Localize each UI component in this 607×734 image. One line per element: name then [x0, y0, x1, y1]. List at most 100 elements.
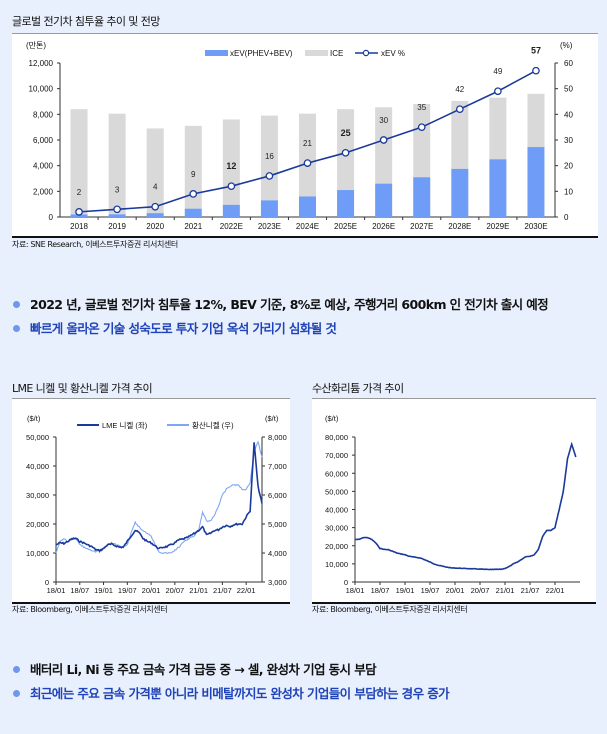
ice-bar — [299, 113, 316, 197]
xev-pct-point — [265, 172, 274, 180]
ice-bar — [451, 100, 469, 169]
xev-pct-data-label: 9 — [191, 170, 196, 179]
xev-pct-data-label: 12 — [226, 161, 236, 171]
series-line-0 — [355, 441, 577, 571]
bullet-item: 빠르게 올라온 기술 성숙도로 투자 기업 옥석 가리기 심화될 것 — [13, 318, 337, 337]
xev-pct-data-label: 57 — [531, 46, 541, 56]
bullet-item: 배터리 Li, Ni 등 주요 금속 가격 급등 중 → 셀, 완성차 기업 동… — [13, 659, 377, 678]
bullet-dot-icon — [13, 301, 20, 308]
ice-bar — [375, 107, 393, 184]
y-tick-label-left: 70,000 — [325, 451, 348, 460]
y-tick-label-left: 4,000 — [33, 162, 54, 171]
xev-pct-point — [227, 182, 236, 191]
x-tick-label: 19/07 — [118, 586, 137, 595]
bullet-text: 2022 년, 글로벌 전기차 침투율 12%, BEV 기준, 8%로 예상,… — [30, 297, 549, 312]
xev-pct-point — [455, 105, 464, 114]
legend-label-0: LME 니켈 (좌) — [102, 421, 148, 430]
xev-pct-data-label: 21 — [303, 139, 312, 148]
x-tick-label: 18/07 — [70, 586, 89, 595]
y-tick-label-right: 30 — [564, 136, 573, 145]
x-tick-label: 2023E — [258, 222, 281, 231]
x-tick-label: 19/07 — [421, 586, 440, 595]
y-tick-label-right: 0 — [564, 213, 569, 222]
x-tick-label: 21/01 — [189, 586, 208, 595]
y-axis-unit-left: ($/t) — [325, 414, 339, 423]
xev-bar — [184, 208, 202, 217]
x-tick-label: 2022E — [220, 222, 243, 231]
y-axis-unit-left: (만톤) — [26, 41, 46, 50]
xev-bar — [527, 147, 545, 217]
y-tick-label-left: 10,000 — [29, 85, 54, 94]
ice-bar — [222, 119, 240, 205]
xev-bar — [222, 204, 240, 217]
ice-bar — [108, 113, 126, 215]
y-tick-label-right: 8,000 — [268, 433, 287, 442]
y-tick-label-left: 0 — [45, 578, 49, 587]
bullet-item: 2022 년, 글로벌 전기차 침투율 12%, BEV 기준, 8%로 예상,… — [13, 294, 549, 313]
legend-label-xev: xEV(PHEV+BEV) — [230, 49, 293, 58]
x-tick-label: 18/01 — [47, 586, 66, 595]
y-tick-label-right: 4,000 — [268, 549, 287, 558]
y-tick-label-left: 0 — [344, 578, 348, 587]
legend-swatch-ice — [305, 50, 328, 56]
legend-label-ice: ICE — [330, 49, 343, 58]
nickel-chart-panel — [12, 399, 290, 602]
y-tick-label-right: 5,000 — [268, 520, 287, 529]
xev-bar — [70, 214, 88, 217]
xev-bar — [337, 190, 355, 217]
nickel-chart-bottom-rule — [12, 602, 290, 604]
x-tick-label: 20/01 — [446, 586, 465, 595]
xev-pct-data-label: 49 — [493, 67, 502, 76]
y-tick-label-right: 20 — [564, 162, 573, 171]
xev-pct-data-label: 4 — [153, 183, 158, 192]
ev-chart-bottom-rule — [12, 236, 598, 238]
xev-pct-data-label: 35 — [417, 103, 426, 112]
legend-marker — [362, 49, 370, 57]
y-tick-label-left: 10,000 — [26, 549, 49, 558]
xev-pct-data-label: 3 — [115, 185, 120, 194]
xev-pct-data-label: 42 — [455, 85, 464, 94]
xev-pct-point — [75, 208, 83, 216]
x-tick-label: 22/01 — [237, 586, 256, 595]
y-tick-label-left: 12,000 — [29, 59, 54, 68]
x-tick-label: 21/07 — [521, 586, 540, 595]
x-tick-label: 2029E — [486, 222, 509, 231]
x-tick-label: 20/07 — [471, 586, 490, 595]
y-tick-label-right: 10 — [564, 187, 573, 196]
xev-pct-point — [532, 66, 540, 75]
legend-swatch-xev — [205, 50, 228, 56]
xev-bar — [108, 214, 126, 217]
y-tick-label-left: 8,000 — [33, 110, 54, 119]
x-tick-label: 2019 — [108, 222, 126, 231]
ice-bar — [70, 109, 88, 215]
ev-chart-source: 자료: SNE Research, 이베스트투자증권 리서치센터 — [12, 240, 178, 249]
xev-pct-point — [303, 159, 312, 167]
y-tick-label-left: 2,000 — [33, 187, 54, 196]
xev-pct-data-label: 30 — [379, 116, 388, 125]
series-line-1 — [55, 440, 263, 555]
x-tick-label: 2030E — [524, 222, 547, 231]
x-tick-label: 2026E — [372, 222, 395, 231]
ev-chart-title: 글로벌 전기차 침투율 추이 및 전망 — [12, 15, 160, 28]
title-rule — [312, 398, 596, 399]
y-tick-label-left: 10,000 — [325, 560, 348, 569]
y-tick-label-left: 30,000 — [325, 524, 348, 533]
y-tick-label-left: 30,000 — [26, 491, 49, 500]
y-axis-unit-right: (%) — [560, 41, 573, 50]
x-tick-label: 2027E — [410, 222, 433, 231]
bullet-text: 최근에는 주요 금속 가격뿐 아니라 비메탈까지도 완성차 기업들이 부담하는 … — [30, 686, 450, 701]
xev-pct-point — [341, 148, 350, 157]
x-tick-label: 2028E — [448, 222, 471, 231]
x-tick-label: 18/01 — [346, 586, 365, 595]
xev-bar — [375, 183, 393, 217]
bullet-dot-icon — [13, 325, 20, 332]
bullet-text: 빠르게 올라온 기술 성숙도로 투자 기업 옥석 가리기 심화될 것 — [30, 321, 337, 336]
x-tick-label: 2021 — [184, 222, 202, 231]
x-tick-label: 18/07 — [371, 586, 390, 595]
xev-pct-data-label: 25 — [341, 128, 351, 138]
nickel-chart-title: LME 니켈 및 황산니켈 가격 추이 — [12, 382, 153, 395]
xev-bar — [489, 159, 507, 217]
x-tick-label: 20/07 — [165, 586, 184, 595]
ice-bar — [184, 125, 202, 209]
